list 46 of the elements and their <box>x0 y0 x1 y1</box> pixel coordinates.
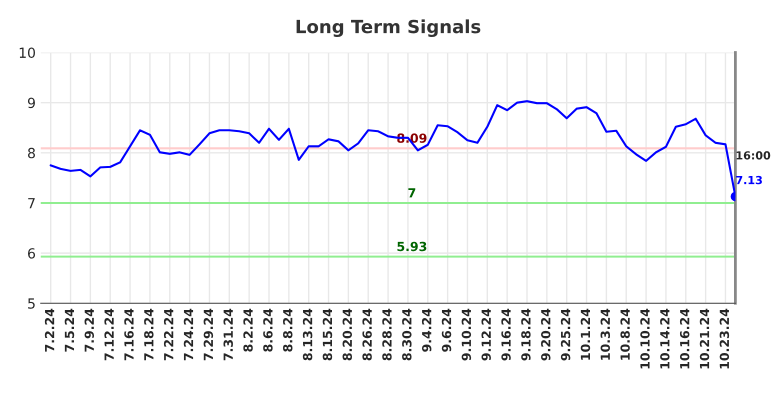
x-tick-label: 10.23.24 <box>720 308 730 368</box>
y-tick-label: 10 <box>20 48 35 58</box>
x-tick-label: 7.29.24 <box>204 308 214 360</box>
x-tick-label: 10.14.24 <box>660 308 670 368</box>
x-tick-label: 10.3.24 <box>600 308 610 360</box>
x-tick-label: 7.18.24 <box>144 308 154 360</box>
chart-title: Long Term Signals <box>296 19 480 37</box>
x-tick-label: 8.26.24 <box>362 308 372 360</box>
y-tick-label: 5 <box>28 298 35 309</box>
x-tick-label: 10.10.24 <box>640 308 650 368</box>
y-tick-label: 8 <box>28 148 35 158</box>
x-tick-label: 9.6.24 <box>442 308 452 352</box>
x-tick-label: 8.2.24 <box>243 308 253 352</box>
x-tick-label: 9.12.24 <box>481 308 491 360</box>
x-tick-label: 8.15.24 <box>322 308 332 360</box>
x-tick-label: 8.8.24 <box>283 308 292 352</box>
x-tick-label: 7.12.24 <box>104 308 114 360</box>
x-tick-label: 7.5.24 <box>64 308 74 352</box>
x-tick-label: 8.20.24 <box>342 308 352 360</box>
text: 16:00 <box>736 151 770 160</box>
data-label: 7.13 <box>736 176 762 184</box>
ref-line-label: 7 <box>408 188 416 198</box>
x-tick-label: 9.25.24 <box>560 308 570 360</box>
y-tick-label: 9 <box>28 98 35 108</box>
x-tick-label: 7.22.24 <box>164 308 174 360</box>
x-tick-label: 9.18.24 <box>521 308 531 360</box>
x-tick-label: 7.16.24 <box>124 308 134 360</box>
x-tick-label: 10.16.24 <box>680 308 690 368</box>
x-tick-label: 8.6.24 <box>263 308 273 352</box>
x-tick-label: 7.31.24 <box>223 308 233 360</box>
x-tick-label: 8.13.24 <box>302 308 312 360</box>
x-tick-label: 7.2.24 <box>44 308 54 352</box>
x-tick-label: 8.28.24 <box>382 308 392 360</box>
x-tick-label: 9.20.24 <box>541 308 550 360</box>
x-tick-label: 10.1.24 <box>580 308 590 360</box>
x-tick-label: 9.16.24 <box>501 308 511 360</box>
x-tick-label: 10.21.24 <box>700 308 710 368</box>
y-tick-label: 6 <box>28 248 36 259</box>
x-tick-label: 7.24.24 <box>184 308 194 360</box>
x-tick-label: 8.30.24 <box>402 308 412 360</box>
y-tick-label: 7 <box>28 198 35 208</box>
ref-line-label: 5.93 <box>397 242 426 252</box>
x-tick-label: 7.9.24 <box>84 308 94 352</box>
x-tick-label: 10.8.24 <box>620 308 630 360</box>
x-tick-label: 9.4.24 <box>422 308 432 352</box>
x-tick-label: 9.10.24 <box>462 308 472 360</box>
